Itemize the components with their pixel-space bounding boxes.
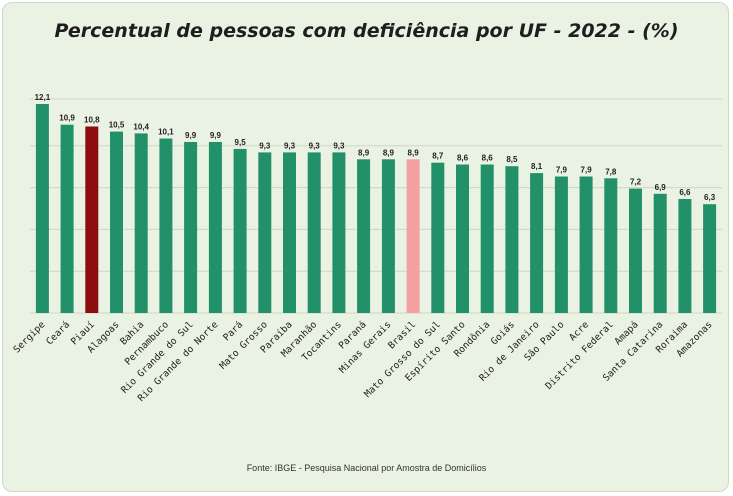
value-label: 7,9	[556, 166, 568, 175]
category-label: Sergipe	[11, 319, 47, 355]
value-label: 9,3	[284, 141, 296, 150]
source-note: Fonte: IBGE - Pesquisa Nacional por Amos…	[246, 463, 487, 473]
value-label: 7,2	[630, 178, 642, 187]
bar	[456, 164, 469, 313]
bar	[283, 152, 296, 313]
value-label: 8,1	[531, 162, 543, 171]
bar	[678, 199, 692, 313]
bar	[653, 193, 667, 313]
bar	[307, 152, 321, 313]
bar	[258, 152, 272, 313]
value-label: 12,1	[35, 93, 51, 102]
bar	[703, 204, 717, 313]
bar	[381, 159, 395, 313]
value-label: 10,1	[158, 128, 174, 137]
value-labels: 12,1 10,9 10,8 10,5 10,4 10,1 9,9 9,9 9,5 9,3 9,3 9…	[35, 93, 716, 202]
bar	[85, 126, 99, 313]
value-label: 8,7	[432, 152, 444, 161]
bar	[233, 148, 247, 313]
value-label: 8,5	[506, 155, 518, 164]
bar	[480, 164, 494, 313]
value-label: 6,3	[704, 193, 716, 202]
value-label: 8,9	[383, 148, 395, 157]
bar	[110, 131, 123, 313]
bar	[579, 176, 593, 313]
value-label: 7,8	[605, 167, 617, 176]
bar	[530, 173, 544, 313]
value-label: 9,9	[210, 131, 222, 140]
bar	[629, 188, 642, 313]
bar	[184, 142, 198, 313]
value-label: 9,3	[309, 141, 321, 150]
value-label: 10,4	[133, 122, 149, 131]
value-label: 8,6	[482, 154, 494, 163]
value-label: 8,9	[358, 148, 370, 157]
category-label: Ceará	[44, 319, 72, 347]
value-label: 6,9	[655, 183, 667, 192]
value-label: 9,9	[185, 131, 197, 140]
bar	[554, 176, 568, 313]
value-label: 9,3	[333, 141, 345, 150]
bar	[357, 159, 371, 313]
bar	[208, 142, 222, 313]
value-label: 10,9	[59, 114, 75, 123]
bars	[35, 104, 717, 313]
value-label: 7,9	[581, 166, 593, 175]
value-label: 6,6	[679, 188, 691, 197]
bar	[332, 152, 346, 313]
value-label: 9,5	[235, 138, 247, 147]
value-label: 8,6	[457, 154, 469, 163]
bar	[134, 133, 148, 313]
value-label: 10,8	[84, 116, 100, 125]
value-label: 8,9	[408, 148, 420, 157]
value-label: 10,5	[109, 121, 125, 130]
bar	[406, 159, 420, 313]
bar	[60, 124, 74, 313]
category-labels: SergipeCearáPiauíAlagoasBahiaPernambucoR…	[11, 319, 714, 404]
bar	[35, 104, 49, 313]
bar	[159, 138, 173, 313]
value-label: 9,3	[259, 141, 271, 150]
bar	[431, 162, 445, 313]
bar	[505, 166, 519, 313]
bar	[604, 178, 618, 313]
chart-title: Percentual de pessoas com deficiência po…	[54, 20, 679, 42]
